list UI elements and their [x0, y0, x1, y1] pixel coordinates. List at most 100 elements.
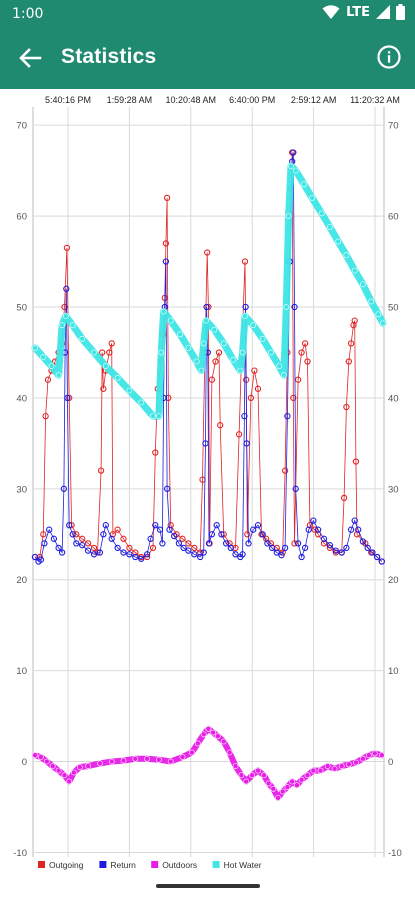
- data-point: [200, 731, 207, 738]
- signal-icon: [376, 5, 390, 19]
- data-point: [352, 759, 359, 766]
- y-tick-label-left: 10: [16, 666, 27, 677]
- data-point: [301, 181, 307, 188]
- data-point: [66, 394, 73, 402]
- data-point: [149, 544, 157, 552]
- data-point: [217, 422, 224, 429]
- y-tick-label-right: 60: [388, 212, 399, 223]
- y-tick-label-right: 0: [388, 757, 393, 768]
- data-point: [143, 551, 151, 558]
- data-point: [359, 755, 366, 762]
- data-point: [32, 752, 38, 759]
- data-point: [364, 544, 371, 552]
- data-point: [290, 149, 297, 156]
- data-point: [69, 531, 76, 538]
- x-tick-label: 1:59:28 AM: [107, 95, 153, 105]
- data-point: [343, 544, 350, 552]
- data-point: [259, 335, 266, 342]
- data-point: [155, 756, 162, 763]
- data-point: [251, 367, 258, 374]
- y-tick-label-left: 20: [16, 575, 27, 586]
- data-point: [265, 780, 272, 787]
- data-point: [138, 399, 145, 406]
- status-bar: 1:00 LTE: [0, 0, 415, 27]
- y-axis-right-ticks: 70 60 50 40 30 20 10 0 -10: [388, 121, 402, 859]
- data-point: [138, 555, 145, 562]
- data-point: [220, 738, 227, 745]
- data-point: [301, 544, 309, 552]
- data-point: [99, 349, 106, 356]
- data-point: [62, 313, 69, 319]
- data-point: [79, 535, 86, 542]
- data-point: [167, 758, 174, 765]
- x-tick-label: 2:59:12 AM: [291, 95, 337, 105]
- data-point: [214, 733, 221, 739]
- data-point: [49, 763, 56, 769]
- data-point: [91, 349, 97, 356]
- data-point: [85, 763, 91, 769]
- data-point: [159, 540, 166, 547]
- data-point: [120, 549, 127, 556]
- legend-swatch: [38, 861, 45, 868]
- data-point: [97, 467, 105, 474]
- data-point: [332, 549, 339, 556]
- data-point: [378, 752, 385, 759]
- chart-series: [31, 149, 387, 801]
- data-point: [197, 553, 204, 561]
- data-point: [368, 298, 375, 305]
- data-point: [244, 531, 251, 538]
- data-point: [163, 485, 171, 492]
- data-point: [275, 795, 281, 801]
- data-point: [276, 363, 283, 369]
- data-point: [249, 772, 255, 779]
- data-point: [58, 549, 66, 556]
- data-point: [239, 349, 246, 356]
- gesture-nav-handle[interactable]: [156, 884, 260, 888]
- data-point: [102, 522, 109, 529]
- data-point: [79, 542, 86, 549]
- y-tick-label-right: 40: [388, 393, 399, 404]
- data-point: [191, 551, 198, 558]
- data-point: [304, 772, 311, 779]
- data-point: [245, 540, 252, 547]
- data-point: [232, 551, 239, 558]
- data-point: [212, 358, 219, 365]
- data-point: [345, 761, 352, 768]
- data-point: [255, 767, 261, 774]
- data-point: [132, 755, 139, 762]
- y-tick-label-left: -10: [13, 848, 27, 859]
- data-point: [320, 535, 328, 542]
- data-point: [283, 304, 290, 310]
- data-point: [314, 526, 322, 533]
- arrow-back-icon[interactable]: [14, 42, 46, 74]
- battery-icon: [396, 4, 405, 20]
- data-point: [220, 340, 227, 347]
- data-point: [132, 549, 139, 556]
- data-point: [179, 535, 186, 542]
- data-point: [326, 224, 333, 230]
- data-point: [205, 303, 212, 311]
- statistics-chart[interactable]: 5:40:16 PM 1:59:28 AM 10:20:48 AM 6:40:00 P…: [0, 89, 415, 884]
- data-point: [375, 311, 382, 318]
- data-point: [222, 540, 230, 547]
- data-point: [60, 485, 68, 492]
- data-point: [100, 531, 107, 538]
- data-point: [126, 551, 133, 558]
- data-point: [69, 322, 76, 329]
- data-point: [343, 252, 350, 259]
- data-point: [281, 544, 289, 552]
- data-point: [188, 749, 195, 756]
- data-point: [320, 540, 328, 547]
- data-point: [46, 526, 53, 533]
- data-point: [294, 540, 302, 547]
- wifi-icon: [322, 5, 340, 19]
- data-point: [351, 517, 358, 524]
- data-point: [171, 532, 178, 540]
- info-icon[interactable]: [375, 43, 403, 71]
- y-tick-label-left: 50: [16, 303, 27, 314]
- data-point: [166, 526, 173, 533]
- data-point: [293, 782, 300, 789]
- data-point: [241, 258, 249, 265]
- data-point: [242, 303, 249, 311]
- data-point: [204, 249, 211, 256]
